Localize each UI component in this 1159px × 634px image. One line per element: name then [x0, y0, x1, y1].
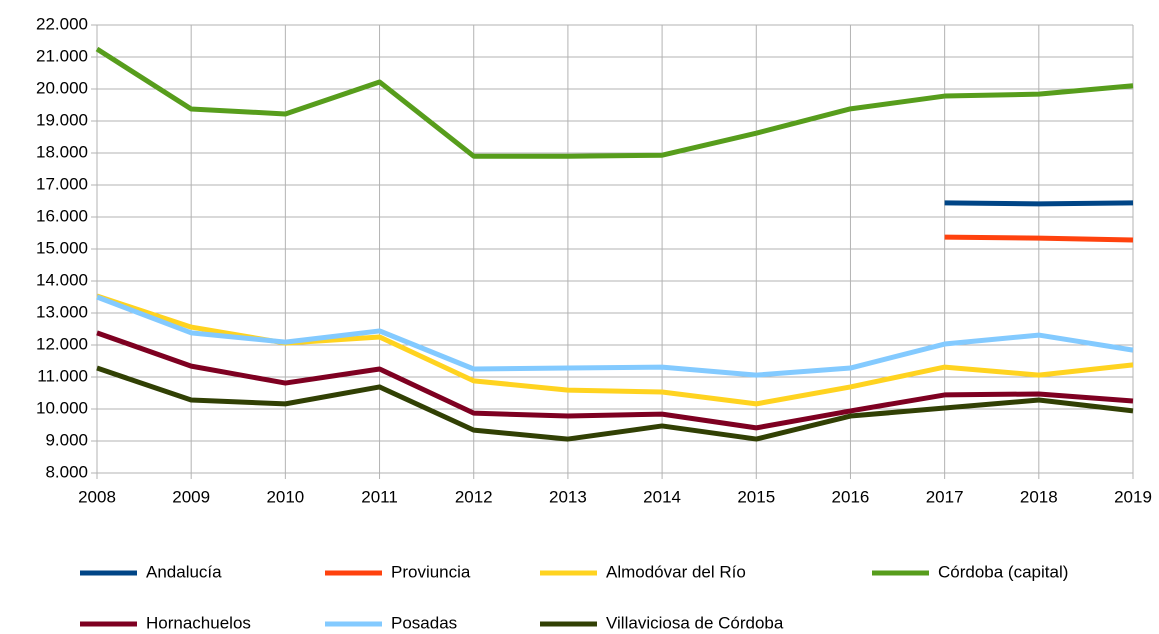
legend-label: Proviuncia: [391, 562, 471, 581]
x-tick-label: 2010: [266, 487, 304, 506]
legend-label: Posadas: [391, 613, 457, 632]
x-tick-label: 2016: [832, 487, 870, 506]
y-tick-label: 15.000: [36, 238, 88, 257]
y-tick-label: 16.000: [36, 206, 88, 225]
y-tick-label: 13.000: [36, 302, 88, 321]
y-tick-label: 11.000: [37, 366, 88, 385]
y-tick-label: 21.000: [36, 46, 88, 65]
series-line: [96, 365, 1134, 442]
y-tick-label: 9.000: [45, 430, 88, 449]
legend-label: Andalucía: [146, 562, 222, 581]
series-line: [95, 46, 1134, 159]
x-tick-label: 2015: [737, 487, 775, 506]
x-tick-label: 2019: [1114, 487, 1152, 506]
y-tick-label: 20.000: [36, 78, 88, 97]
y-tick-label: 18.000: [36, 142, 88, 161]
y-tick-label: 10.000: [36, 398, 88, 417]
x-tick-label: 2017: [926, 487, 964, 506]
x-tick-label: 2018: [1020, 487, 1058, 506]
legend-label: Córdoba (capital): [938, 562, 1068, 581]
legend-label: Villaviciosa de Córdoba: [606, 613, 784, 632]
legend-label: Almodóvar del Río: [606, 562, 746, 581]
series-line: [96, 293, 1134, 407]
y-tick-label: 22.000: [36, 14, 88, 33]
x-tick-label: 2009: [172, 487, 210, 506]
y-tick-label: 17.000: [36, 174, 88, 193]
x-tick-label: 2013: [549, 487, 587, 506]
y-tick-label: 8.000: [45, 462, 88, 481]
y-tick-label: 19.000: [36, 110, 88, 129]
series-line: [944, 200, 1134, 207]
x-tick-label: 2008: [78, 487, 116, 506]
legend-label: Hornachuelos: [146, 613, 251, 632]
y-tick-label: 14.000: [36, 270, 88, 289]
series-line: [96, 294, 1134, 378]
y-tick-label: 12.000: [36, 334, 88, 353]
x-tick-label: 2012: [455, 487, 493, 506]
x-tick-label: 2011: [361, 487, 398, 506]
x-tick-label: 2014: [643, 487, 681, 506]
series-line: [944, 234, 1134, 243]
series-line: [96, 330, 1134, 431]
